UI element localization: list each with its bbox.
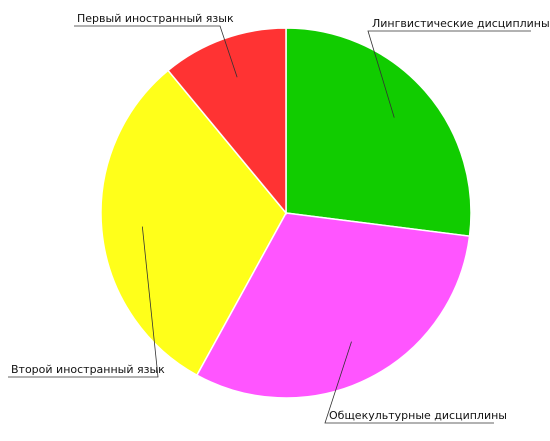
slice-label-linguistic: Лингвистические дисциплины bbox=[372, 17, 550, 30]
leader-general-cultural bbox=[324, 341, 494, 424]
slice-labels: Лингвистические дисциплины Общекультурны… bbox=[11, 12, 550, 422]
slice-general-cultural bbox=[195, 212, 471, 399]
slice-label-general-cultural: Общекультурные дисциплины bbox=[329, 409, 507, 422]
slice-first-foreign-language bbox=[167, 27, 287, 216]
leader-first-foreign-language bbox=[74, 25, 238, 78]
leader-second-foreign-language bbox=[8, 226, 159, 378]
leader-lines bbox=[8, 25, 531, 424]
slice-linguistic bbox=[285, 27, 472, 238]
slice-second-foreign-language bbox=[100, 69, 287, 377]
pie-slices bbox=[100, 27, 472, 399]
leader-linguistic bbox=[367, 30, 531, 118]
slice-label-first-foreign-language: Первый иностранный язык bbox=[77, 12, 234, 25]
slice-label-second-foreign-language: Второй иностранный язык bbox=[11, 363, 165, 376]
